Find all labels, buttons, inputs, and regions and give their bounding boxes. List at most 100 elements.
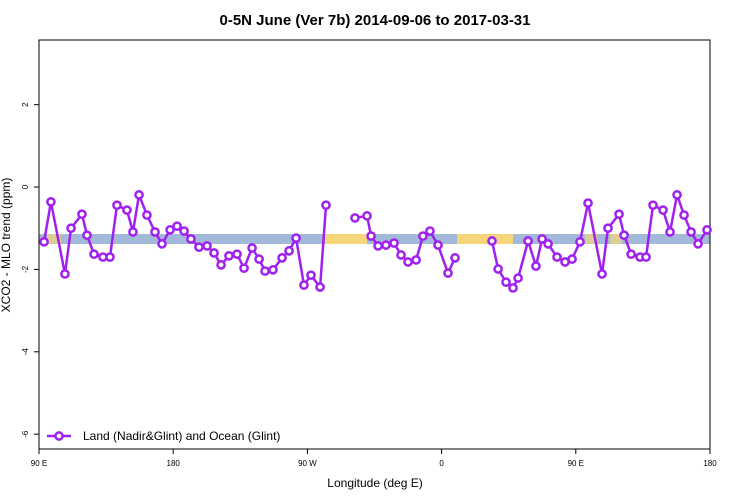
x-tick-label: 90 E <box>568 459 584 468</box>
data-point <box>39 236 49 247</box>
data-point <box>291 233 301 243</box>
data-point <box>150 227 160 237</box>
data-point <box>122 205 132 215</box>
data-point <box>443 268 453 278</box>
data-point <box>315 282 325 292</box>
data-point <box>105 252 115 262</box>
data-point <box>597 269 607 279</box>
chart-title: 0-5N June (Ver 7b) 2014-09-06 to 2017-03… <box>220 12 531 29</box>
x-tick-label: 90 E <box>31 459 47 468</box>
data-point <box>531 261 541 271</box>
data-point <box>350 213 360 223</box>
data-point <box>60 269 70 279</box>
data-point <box>665 227 675 237</box>
y-axis-label: XCO2 - MLO trend (ppm) <box>0 178 13 313</box>
data-point <box>194 242 204 253</box>
data-point <box>268 264 278 275</box>
data-point <box>425 226 435 236</box>
data-point <box>247 243 257 253</box>
y-tick-label: -2 <box>21 265 30 273</box>
data-point <box>672 190 682 200</box>
data-point <box>487 236 497 246</box>
data-point <box>165 225 175 235</box>
data-point <box>418 231 428 241</box>
x-tick-label: 180 <box>703 459 717 468</box>
data-point <box>112 200 122 211</box>
data-point <box>172 221 182 232</box>
data-point <box>523 236 533 246</box>
data-point <box>202 241 212 251</box>
data-point <box>46 197 56 207</box>
data-point <box>543 239 553 249</box>
x-tick-label: 180 <box>167 459 181 468</box>
y-tick-label: -4 <box>21 348 30 356</box>
data-point <box>186 234 196 244</box>
data-point <box>89 249 99 260</box>
data-point <box>493 264 503 274</box>
legend-marker <box>54 431 64 441</box>
data-point <box>513 273 523 283</box>
data-point <box>134 190 144 200</box>
data-point <box>179 226 189 236</box>
band-land <box>325 234 367 244</box>
data-point <box>82 230 92 241</box>
data-point <box>373 241 383 251</box>
band-land <box>585 234 597 244</box>
data-point <box>658 205 668 215</box>
data-point <box>603 223 613 234</box>
y-tick-label: 0 <box>21 184 30 189</box>
data-point <box>216 260 226 270</box>
data-point <box>619 230 629 241</box>
data-point <box>575 236 585 247</box>
data-point <box>626 249 636 260</box>
data-point <box>537 234 547 244</box>
data-point <box>702 225 712 235</box>
data-point <box>277 253 287 263</box>
data-point <box>508 283 518 293</box>
data-point <box>142 210 152 220</box>
data-point <box>381 240 391 250</box>
data-point <box>321 200 331 211</box>
y-tick-label: -6 <box>21 430 30 438</box>
data-point <box>157 239 167 249</box>
band-land <box>610 234 622 244</box>
data-point <box>299 280 309 290</box>
data-point <box>209 248 219 258</box>
band-land <box>457 234 513 244</box>
data-point <box>396 250 406 260</box>
data-point <box>648 200 658 211</box>
x-tick-label: 0 <box>439 459 444 468</box>
data-point <box>128 227 138 237</box>
data-point <box>567 254 577 264</box>
data-point <box>411 255 421 265</box>
data-point <box>66 223 76 234</box>
data-point <box>239 263 249 274</box>
data-point <box>224 250 234 261</box>
y-tick-label: 2 <box>21 102 30 107</box>
data-point <box>366 231 376 241</box>
data-point <box>306 270 316 281</box>
data-point <box>583 198 593 208</box>
data-point <box>254 254 264 264</box>
band-land <box>47 234 61 244</box>
data-point <box>686 227 696 237</box>
data-point <box>679 210 689 220</box>
data-point <box>403 257 413 267</box>
data-point <box>77 209 87 220</box>
data-point <box>389 238 399 248</box>
data-point <box>552 252 562 262</box>
data-point <box>614 209 624 220</box>
data-point <box>693 239 703 249</box>
data-point <box>501 277 511 288</box>
data-point <box>362 211 372 221</box>
data-point <box>433 240 443 250</box>
plot-frame <box>38 39 711 450</box>
legend-label: Land (Nadir&Glint) and Ocean (Glint) <box>83 429 280 443</box>
x-axis-label: Longitude (deg E) <box>327 476 422 490</box>
data-point <box>641 252 651 262</box>
data-point <box>260 266 270 276</box>
x-tick-label: 90 W <box>298 459 317 468</box>
data-point <box>450 253 460 263</box>
data-point <box>284 246 294 256</box>
